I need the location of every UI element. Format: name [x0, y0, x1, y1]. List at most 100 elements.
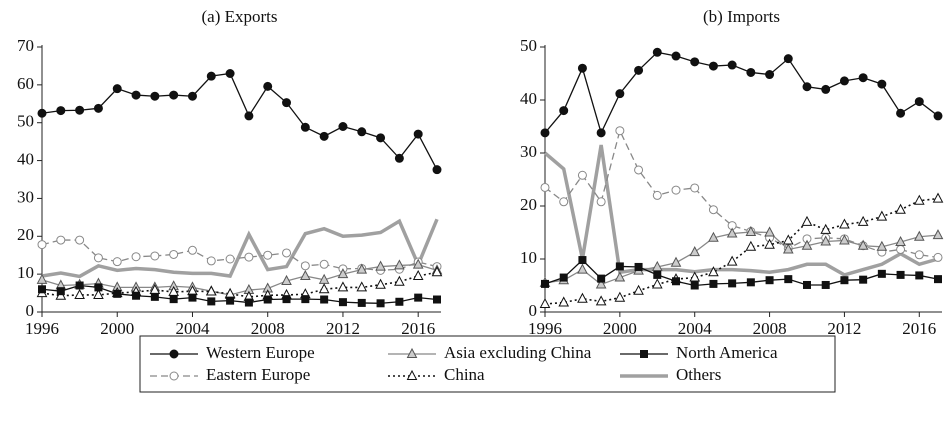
legend-marker — [169, 349, 179, 359]
marker — [282, 98, 292, 108]
marker — [36, 273, 48, 284]
legend-label: Eastern Europe — [206, 365, 310, 384]
marker — [412, 269, 424, 281]
marker — [876, 240, 888, 251]
y-tick-label: 30 — [17, 187, 34, 206]
marker — [357, 127, 367, 137]
marker — [75, 105, 85, 115]
marker — [244, 298, 253, 307]
y-tick-label: 0 — [26, 301, 35, 320]
marker — [801, 215, 813, 226]
marker — [169, 90, 179, 100]
marker — [338, 122, 348, 131]
legend-label: China — [444, 365, 485, 384]
marker — [281, 274, 292, 285]
x-tick-label: 2004 — [678, 319, 713, 338]
legend-marker — [169, 371, 179, 381]
marker — [726, 255, 738, 266]
y-tick-label: 60 — [17, 74, 34, 93]
marker — [633, 284, 644, 295]
marker — [318, 283, 330, 294]
marker — [839, 234, 850, 245]
marker — [746, 278, 755, 287]
marker — [113, 289, 122, 298]
series-line — [544, 197, 939, 305]
marker — [689, 246, 701, 257]
marker — [131, 90, 141, 100]
marker — [896, 108, 906, 118]
marker — [577, 263, 588, 274]
marker — [614, 291, 626, 302]
marker — [56, 287, 65, 296]
marker — [690, 57, 700, 67]
y-tick-label: 10 — [520, 248, 537, 267]
marker — [765, 70, 775, 80]
y-tick-label: 10 — [17, 263, 34, 282]
marker — [37, 240, 47, 250]
marker — [765, 276, 774, 285]
marker — [205, 285, 217, 296]
y-tick-label: 50 — [17, 112, 34, 131]
marker — [300, 122, 310, 132]
series-line — [544, 259, 939, 287]
marker — [394, 153, 404, 163]
marker — [93, 253, 103, 263]
marker — [338, 298, 347, 307]
marker — [914, 250, 924, 260]
marker — [263, 295, 272, 304]
marker — [432, 165, 442, 175]
marker — [337, 268, 349, 279]
marker — [540, 128, 550, 138]
series-line — [41, 264, 438, 296]
marker — [596, 197, 606, 207]
marker — [412, 258, 424, 269]
marker — [577, 63, 587, 73]
marker — [727, 60, 737, 70]
marker — [282, 295, 291, 304]
marker — [207, 297, 216, 306]
y-tick-label: 0 — [529, 301, 538, 320]
marker — [595, 295, 607, 306]
series-line — [41, 72, 438, 170]
legend-marker — [406, 347, 418, 358]
marker — [708, 205, 718, 215]
marker — [895, 235, 906, 247]
marker — [653, 270, 662, 279]
marker — [708, 61, 718, 71]
marker — [74, 288, 85, 299]
marker — [431, 266, 443, 277]
marker — [858, 73, 868, 83]
marker — [615, 89, 625, 99]
marker — [300, 269, 311, 281]
marker — [820, 223, 832, 234]
legend-marker — [406, 369, 418, 380]
marker — [634, 165, 644, 175]
series-line — [41, 239, 438, 272]
marker — [169, 249, 179, 259]
marker — [671, 51, 681, 61]
marker — [932, 192, 944, 203]
marker — [933, 252, 943, 262]
marker — [301, 295, 310, 304]
marker — [709, 279, 718, 288]
marker — [821, 280, 830, 289]
marker — [37, 108, 47, 118]
marker — [652, 47, 662, 57]
marker — [896, 270, 905, 279]
chart-title: (a) Exports — [201, 7, 277, 26]
marker — [225, 69, 235, 78]
series-line — [41, 218, 439, 279]
marker — [395, 297, 404, 306]
marker — [595, 278, 607, 289]
marker — [783, 54, 793, 64]
marker — [913, 194, 925, 205]
x-tick-label: 2000 — [100, 319, 134, 338]
marker — [356, 263, 368, 274]
x-tick-label: 2000 — [603, 319, 637, 338]
marker — [745, 225, 757, 236]
x-tick-label: 1996 — [528, 319, 562, 338]
marker — [915, 271, 924, 280]
marker — [357, 298, 366, 307]
marker — [282, 248, 292, 258]
marker — [558, 296, 570, 307]
